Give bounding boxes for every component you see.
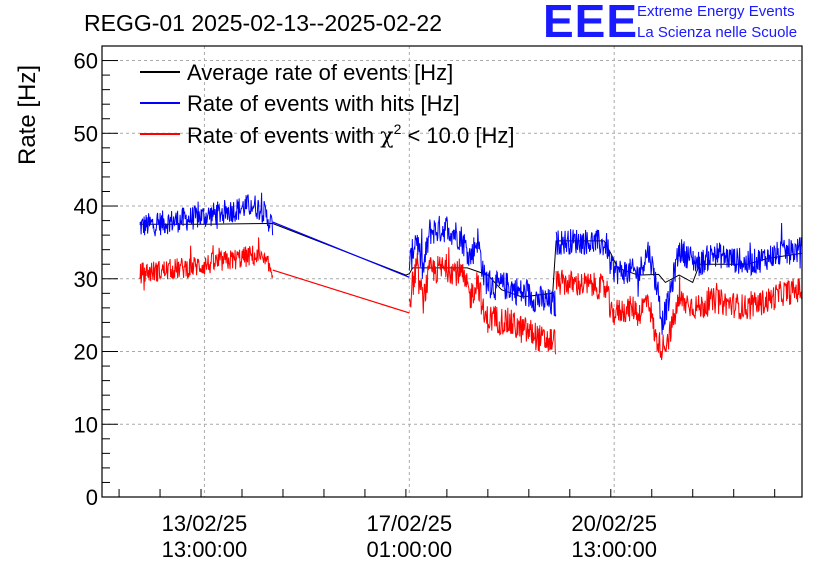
plot-frame	[101, 45, 803, 498]
legend-chi2-symbol: χ	[380, 124, 393, 149]
x-tick-label-time: 01:00:00	[366, 537, 452, 562]
y-tick-label: 40	[74, 194, 98, 219]
series-hits-trace	[408, 215, 557, 317]
series-hits-trace	[139, 192, 274, 237]
legend-label-average: Average rate of events [Hz]	[187, 60, 453, 85]
y-tick-label: 20	[74, 340, 98, 365]
series-hits-trace	[555, 222, 803, 335]
series-chi2-trace	[555, 269, 803, 361]
x-tick-label-date: 20/02/25	[571, 511, 657, 536]
x-tick-label-date: 13/02/25	[162, 511, 248, 536]
y-tick-label: 10	[74, 412, 98, 437]
data-series	[139, 192, 803, 361]
y-tick-label: 0	[86, 485, 98, 510]
series-chi2-trace	[139, 237, 274, 291]
x-tick-label-time: 13:00:00	[162, 537, 248, 562]
series-chi2-gap-line	[272, 269, 410, 314]
legend-chi2-prefix: Rate of events with	[187, 123, 380, 148]
x-tick-label-date: 17/02/25	[366, 511, 452, 536]
y-tick-label: 50	[74, 121, 98, 146]
chart-title: REGG-01 2025-02-13--2025-02-22	[84, 10, 442, 36]
series-chi2-trace	[408, 247, 557, 355]
y-tick-label: 60	[74, 49, 98, 74]
axes: 010203040506013/02/2513:00:0017/02/2501:…	[74, 49, 776, 562]
y-axis-label: Rate [Hz]	[14, 65, 41, 165]
series-hits	[139, 192, 803, 335]
series-average-line	[139, 223, 803, 298]
eee-logo: EEE	[543, 0, 639, 47]
legend-label-chi2: Rate of events with χ2 < 10.0 [Hz]	[187, 121, 514, 149]
legend-chi2-suffix: < 10.0 [Hz]	[401, 123, 514, 148]
x-tick-label-time: 13:00:00	[571, 537, 657, 562]
legend: Average rate of events [Hz] Rate of even…	[140, 60, 514, 149]
y-tick-label: 30	[74, 267, 98, 292]
logo-subtitle-line2: La Scienza nelle Scuole	[637, 24, 798, 41]
legend-label-hits: Rate of events with hits [Hz]	[187, 91, 460, 116]
series-chi2	[139, 237, 803, 361]
series-hits-gap-line	[272, 221, 410, 278]
logo-subtitle-line1: Extreme Energy Events	[637, 3, 795, 20]
legend-chi2-superscript: 2	[394, 121, 402, 137]
